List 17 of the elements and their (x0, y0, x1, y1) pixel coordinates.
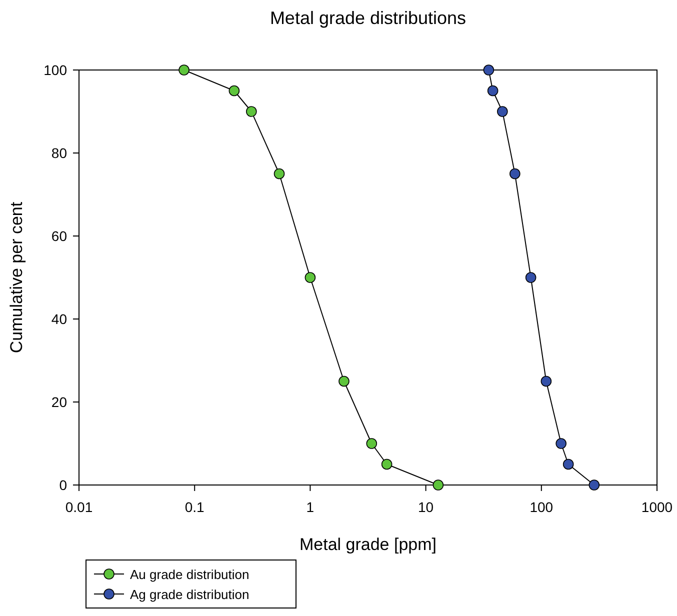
x-tick-label: 0.01 (65, 499, 93, 515)
y-tick-label: 0 (59, 477, 68, 493)
x-axis-title: Metal grade [ppm] (299, 535, 437, 554)
x-tick-label: 100 (530, 499, 554, 515)
y-axis-title: Cumulative per cent (7, 202, 26, 354)
y-tick-label: 100 (44, 62, 68, 78)
legend-label: Au grade distribution (130, 567, 250, 582)
chart-title: Metal grade distributions (270, 8, 466, 28)
y-tick-label: 80 (51, 145, 68, 161)
y-tick-label: 20 (51, 394, 68, 410)
y-tick-label: 60 (51, 228, 68, 244)
x-tick-label: 10 (418, 499, 434, 515)
x-tick-label: 1000 (641, 499, 673, 515)
x-tick-label: 0.1 (184, 499, 205, 515)
x-tick-label: 1 (306, 499, 314, 515)
legend-label: Ag grade distribution (130, 587, 250, 602)
y-tick-label: 40 (51, 311, 68, 327)
